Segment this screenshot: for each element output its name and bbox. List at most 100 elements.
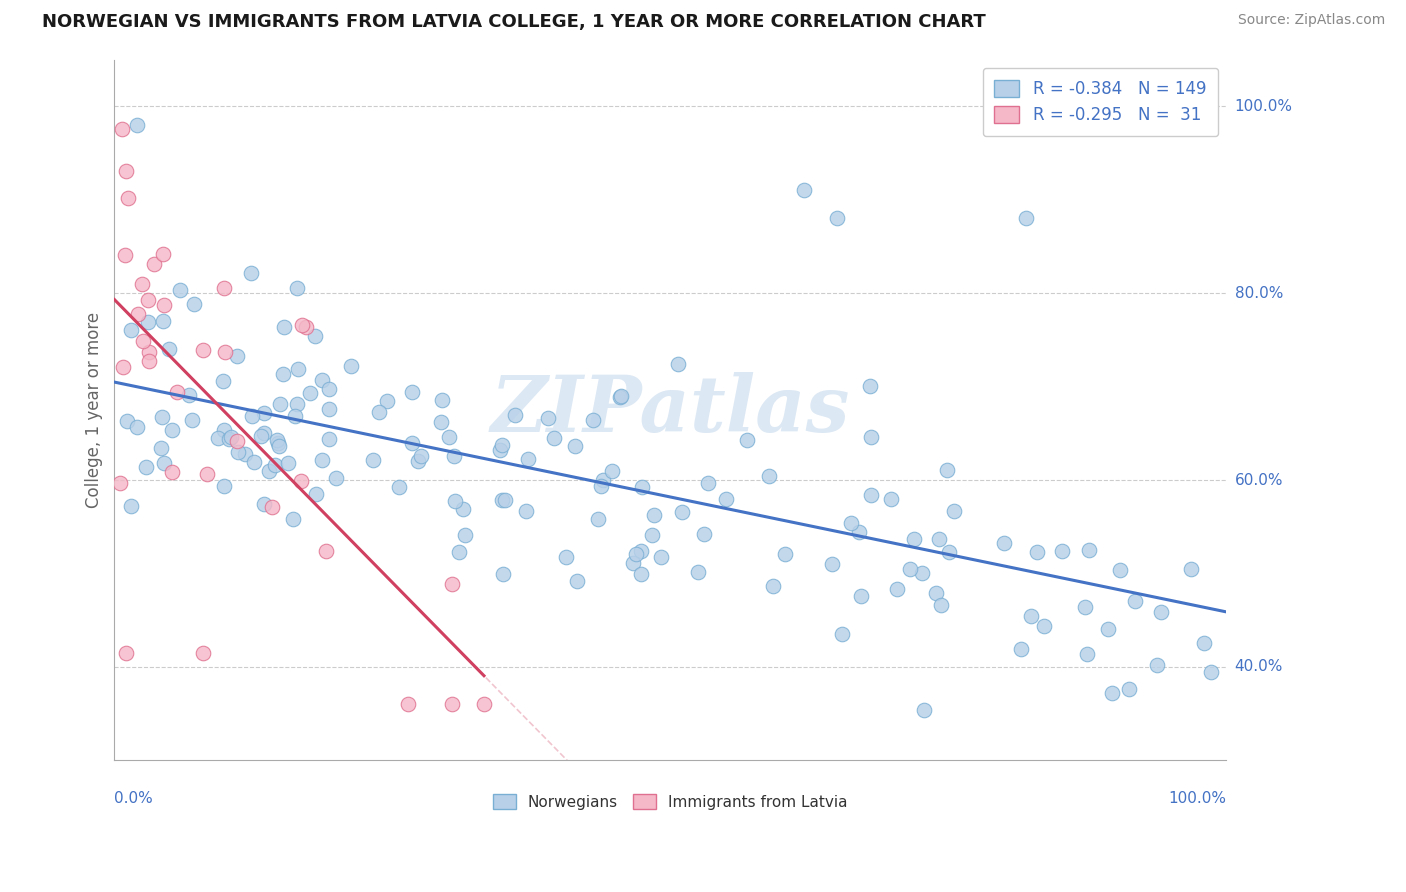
Point [666, 358, 689, 372]
Point [273, 367, 295, 381]
Point [793, 183, 815, 197]
Point [1118, 681, 1140, 696]
Point [219, 430, 242, 444]
Point [993, 536, 1015, 550]
Point [243, 455, 266, 469]
Point [225, 434, 247, 448]
Point [831, 626, 853, 640]
Point [214, 344, 236, 359]
Point [1025, 545, 1047, 559]
Point [494, 493, 516, 508]
Point [1101, 685, 1123, 699]
Point [1015, 211, 1038, 226]
Point [591, 479, 613, 493]
Point [375, 393, 398, 408]
Point [859, 379, 882, 393]
Point [443, 494, 465, 508]
Point [401, 385, 423, 400]
Point [160, 423, 183, 437]
Point [264, 458, 287, 473]
Point [396, 698, 419, 712]
Point [630, 543, 652, 558]
Point [157, 342, 180, 356]
Point [451, 502, 474, 516]
Point [132, 334, 155, 349]
Point [304, 329, 326, 343]
Point [285, 396, 308, 410]
Point [253, 406, 276, 420]
Point [839, 516, 862, 530]
Point [860, 488, 883, 502]
Point [537, 411, 560, 425]
Point [1097, 622, 1119, 636]
Point [269, 439, 291, 453]
Point [697, 476, 720, 491]
Point [848, 524, 870, 539]
Point [260, 500, 283, 515]
Point [1078, 542, 1101, 557]
Point [252, 497, 274, 511]
Point [240, 409, 263, 423]
Point [285, 280, 308, 294]
Point [138, 353, 160, 368]
Point [361, 453, 384, 467]
Point [564, 439, 586, 453]
Point [592, 473, 614, 487]
Point [295, 320, 318, 334]
Point [218, 432, 240, 446]
Point [929, 598, 952, 612]
Point [430, 415, 453, 429]
Point [773, 547, 796, 561]
Point [454, 528, 477, 542]
Point [152, 247, 174, 261]
Point [277, 456, 299, 470]
Point [762, 579, 785, 593]
Point [125, 118, 148, 132]
Point [555, 550, 578, 565]
Point [631, 480, 654, 494]
Point [110, 475, 132, 490]
Point [443, 449, 465, 463]
Point [602, 464, 624, 478]
Point [211, 375, 233, 389]
Point [1076, 648, 1098, 662]
Point [112, 359, 135, 374]
Point [169, 283, 191, 297]
Point [114, 164, 136, 178]
Point [281, 512, 304, 526]
Point [305, 487, 328, 501]
Text: ZIPatlas: ZIPatlas [491, 372, 851, 449]
Point [127, 307, 149, 321]
Point [489, 443, 512, 458]
Point [621, 556, 644, 570]
Point [567, 574, 589, 589]
Point [1146, 658, 1168, 673]
Y-axis label: College, 1 year or more: College, 1 year or more [86, 312, 103, 508]
Point [318, 401, 340, 416]
Point [543, 431, 565, 445]
Point [135, 460, 157, 475]
Point [207, 431, 229, 445]
Legend: Norwegians, Immigrants from Latvia: Norwegians, Immigrants from Latvia [486, 788, 853, 816]
Point [235, 447, 257, 461]
Point [273, 320, 295, 334]
Point [898, 562, 921, 576]
Point [440, 577, 463, 591]
Point [1019, 609, 1042, 624]
Point [120, 499, 142, 513]
Point [153, 456, 176, 470]
Point [290, 474, 312, 488]
Point [311, 452, 333, 467]
Point [515, 503, 537, 517]
Point [125, 420, 148, 434]
Point [214, 479, 236, 493]
Point [735, 433, 758, 447]
Point [177, 387, 200, 401]
Point [252, 426, 274, 441]
Point [318, 432, 340, 446]
Point [226, 444, 249, 458]
Point [912, 703, 935, 717]
Point [315, 543, 337, 558]
Point [821, 558, 844, 572]
Point [609, 390, 631, 404]
